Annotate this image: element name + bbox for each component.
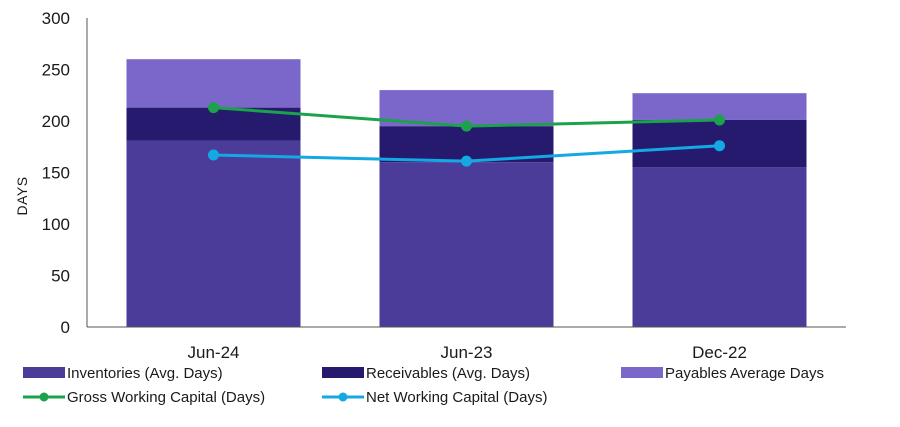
- legend-label: Net Working Capital (Days): [366, 389, 547, 406]
- y-tick-label: 0: [61, 318, 70, 337]
- legend-marker: [39, 392, 49, 402]
- y-tick-label: 100: [42, 215, 70, 234]
- series-point: [208, 102, 219, 114]
- x-tick-label: Dec-22: [692, 343, 747, 362]
- legend-label: Gross Working Capital (Days): [67, 389, 265, 406]
- bar-segment: [126, 59, 301, 108]
- legend-label: Receivables (Avg. Days): [366, 365, 530, 382]
- x-tick-label: Jun-23: [441, 343, 493, 362]
- legend-swatch: [621, 367, 663, 378]
- series-point: [461, 155, 472, 167]
- y-tick-label: 50: [51, 267, 70, 286]
- y-axis-title-group: DAYS: [14, 176, 30, 215]
- x-axis-labels: Jun-24 Jun-23 Dec-22: [188, 343, 747, 362]
- y-tick-label: 200: [42, 112, 70, 131]
- y-tick-label: 150: [42, 164, 70, 183]
- series-point: [208, 149, 219, 161]
- series-point: [714, 140, 725, 152]
- y-tick-label: 250: [42, 61, 70, 80]
- legend-swatch: [23, 367, 65, 378]
- legend-swatch: [322, 367, 364, 378]
- x-tick-label: Jun-24: [188, 343, 240, 362]
- series-point: [714, 114, 725, 126]
- y-axis-ticks: 0 50 100 150 200 250 300: [42, 9, 70, 337]
- bar-segment: [632, 167, 807, 327]
- lines: [208, 102, 725, 167]
- y-tick-label: 300: [42, 9, 70, 28]
- series-point: [461, 120, 472, 132]
- legend: Inventories (Avg. Days) Receivables (Avg.…: [23, 365, 824, 406]
- legend-label: Payables Average Days: [665, 365, 824, 382]
- legend-label: Inventories (Avg. Days): [67, 365, 223, 382]
- bars: [126, 59, 807, 327]
- y-axis-title: DAYS: [14, 176, 30, 215]
- bar-segment: [379, 90, 554, 127]
- legend-marker: [338, 392, 348, 402]
- bar-segment: [126, 140, 301, 327]
- bar-segment: [379, 162, 554, 327]
